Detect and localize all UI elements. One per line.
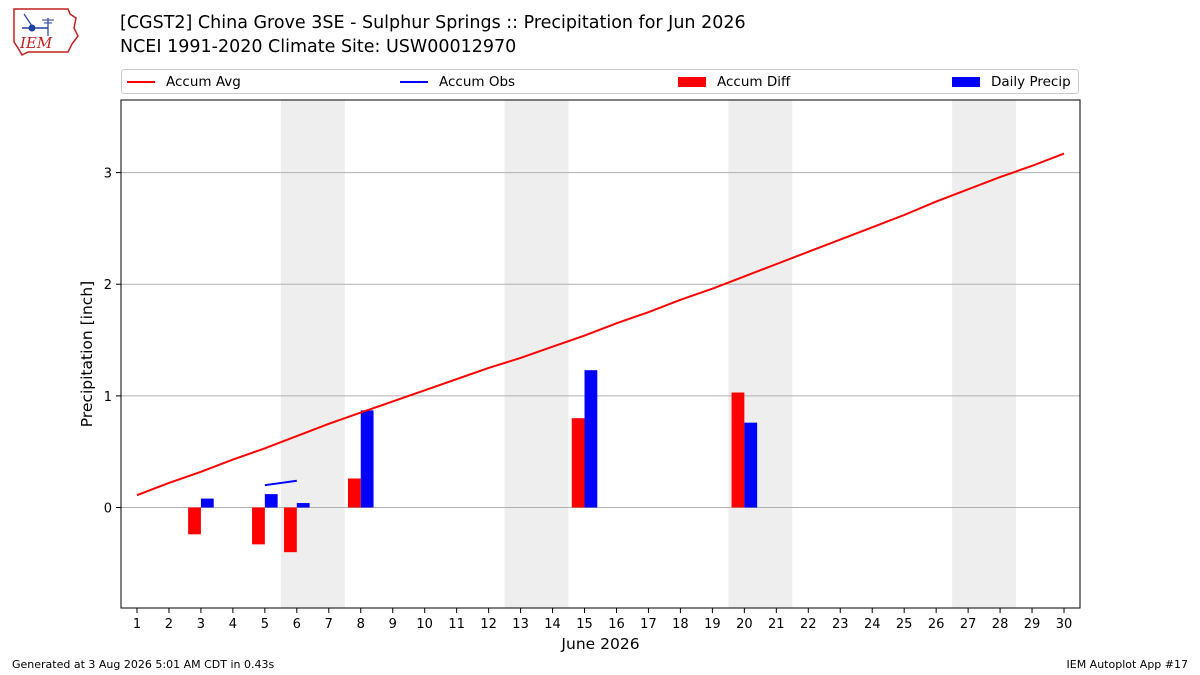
- xtick-label-30: 30: [1056, 617, 1073, 632]
- accum-diff-bar-day-20: [731, 392, 745, 508]
- daily-precip-bar-day-5: [264, 494, 278, 508]
- legend-label-daily-precip: Daily Precip: [991, 73, 1071, 90]
- daily-precip-bar-day-20: [744, 422, 758, 508]
- xtick-label-8: 8: [357, 617, 365, 632]
- xtick-label-15: 15: [576, 617, 593, 632]
- legend-item-daily-precip: Daily Precip: [952, 70, 1071, 93]
- xtick-label-3: 3: [197, 617, 205, 632]
- xtick-label-23: 23: [832, 617, 849, 632]
- footer-app: IEM Autoplot App #17: [1066, 658, 1189, 671]
- xtick-label-6: 6: [293, 617, 301, 632]
- xtick-label-2: 2: [165, 617, 173, 632]
- xtick-label-22: 22: [800, 617, 817, 632]
- accum-obs-line: [264, 479, 297, 487]
- xtick-label-25: 25: [896, 617, 913, 632]
- xtick-label-20: 20: [736, 617, 753, 632]
- legend-item-accum-avg: Accum Avg: [127, 70, 241, 93]
- legend-label-accum-avg: Accum Avg: [166, 73, 241, 90]
- xtick-label-1: 1: [133, 617, 141, 632]
- xtick-label-11: 11: [448, 617, 465, 632]
- daily-precip-bar-day-15: [584, 370, 598, 508]
- accum-diff-bar-day-15: [571, 418, 585, 508]
- legend-swatch-daily-precip: [952, 76, 980, 87]
- x-axis-label: June 2026: [560, 635, 639, 653]
- accum-diff-bar-day-6: [284, 507, 297, 553]
- xtick-label-21: 21: [768, 617, 785, 632]
- ytick-label-0: 0: [104, 502, 112, 517]
- footer-generated: Generated at 3 Aug 2026 5:01 AM CDT in 0…: [12, 658, 275, 671]
- weekend-band-1: [504, 100, 569, 608]
- xtick-label-10: 10: [416, 617, 433, 632]
- daily-precip-bar-day-8: [360, 410, 374, 508]
- daily-precip-bar-day-6: [296, 503, 310, 508]
- xtick-label-29: 29: [1024, 617, 1041, 632]
- xtick-label-12: 12: [480, 617, 497, 632]
- xtick-label-16: 16: [608, 617, 625, 632]
- ytick-label-3: 3: [104, 167, 112, 182]
- xtick-label-14: 14: [544, 617, 561, 632]
- xtick-label-9: 9: [389, 617, 397, 632]
- weekend-band-3: [952, 100, 1017, 608]
- chart-subtitle: NCEI 1991-2020 Climate Site: USW00012970: [120, 37, 517, 57]
- y-axis-label: Precipitation [inch]: [78, 281, 96, 427]
- xtick-label-18: 18: [672, 617, 689, 632]
- legend-swatch-accum-avg: [127, 80, 155, 83]
- accum-diff-bar-day-3: [188, 507, 201, 535]
- legend-label-accum-diff: Accum Diff: [717, 73, 791, 90]
- xtick-label-24: 24: [864, 617, 881, 632]
- accum-diff-bar-day-8: [347, 478, 361, 508]
- xtick-label-19: 19: [704, 617, 721, 632]
- legend-swatch-accum-obs: [400, 80, 428, 83]
- xtick-label-17: 17: [640, 617, 657, 632]
- chart-title: [CGST2] China Grove 3SE - Sulphur Spring…: [120, 13, 746, 33]
- xtick-label-27: 27: [960, 617, 977, 632]
- xtick-label-7: 7: [325, 617, 333, 632]
- iem-logo: IEM: [13, 8, 79, 56]
- legend-item-accum-obs: Accum Obs: [400, 70, 515, 93]
- legend-label-accum-obs: Accum Obs: [439, 73, 516, 90]
- legend-item-accum-diff: Accum Diff: [678, 70, 790, 93]
- ytick-label-1: 1: [104, 390, 112, 405]
- logo-text: IEM: [19, 34, 53, 52]
- weekend-band-2: [728, 100, 793, 608]
- legend-swatch-accum-diff: [678, 76, 706, 87]
- accum-diff-bar-day-5: [252, 507, 265, 545]
- xtick-label-13: 13: [512, 617, 529, 632]
- xtick-label-28: 28: [992, 617, 1009, 632]
- plot-frame: [120, 99, 1081, 609]
- daily-precip-bar-day-3: [200, 498, 214, 508]
- xtick-label-5: 5: [261, 617, 269, 632]
- ytick-label-2: 2: [104, 278, 112, 293]
- legend: Accum Avg Accum Obs Accum Diff Daily Pre…: [121, 69, 1079, 94]
- xtick-label-4: 4: [229, 617, 237, 632]
- xtick-label-26: 26: [928, 617, 945, 632]
- accum-avg-line: [136, 152, 1065, 497]
